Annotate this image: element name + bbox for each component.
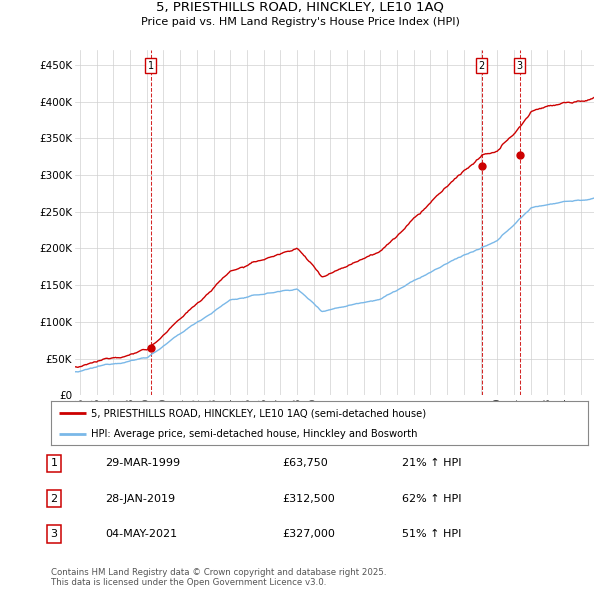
Text: 2: 2 (479, 61, 485, 70)
Text: HPI: Average price, semi-detached house, Hinckley and Bosworth: HPI: Average price, semi-detached house,… (91, 430, 418, 440)
Text: 1: 1 (148, 61, 154, 70)
Text: 3: 3 (50, 529, 58, 539)
Text: 62% ↑ HPI: 62% ↑ HPI (402, 494, 461, 503)
Text: £63,750: £63,750 (282, 458, 328, 468)
Text: 5, PRIESTHILLS ROAD, HINCKLEY, LE10 1AQ (semi-detached house): 5, PRIESTHILLS ROAD, HINCKLEY, LE10 1AQ … (91, 408, 427, 418)
Text: 1: 1 (50, 458, 58, 468)
Text: 5, PRIESTHILLS ROAD, HINCKLEY, LE10 1AQ: 5, PRIESTHILLS ROAD, HINCKLEY, LE10 1AQ (156, 1, 444, 14)
Text: 04-MAY-2021: 04-MAY-2021 (105, 529, 177, 539)
Text: 3: 3 (517, 61, 523, 70)
Text: 2: 2 (50, 494, 58, 503)
Text: Price paid vs. HM Land Registry's House Price Index (HPI): Price paid vs. HM Land Registry's House … (140, 17, 460, 27)
Text: Contains HM Land Registry data © Crown copyright and database right 2025.
This d: Contains HM Land Registry data © Crown c… (51, 568, 386, 587)
Text: 21% ↑ HPI: 21% ↑ HPI (402, 458, 461, 468)
Text: 28-JAN-2019: 28-JAN-2019 (105, 494, 175, 503)
Text: £327,000: £327,000 (282, 529, 335, 539)
Text: 29-MAR-1999: 29-MAR-1999 (105, 458, 180, 468)
Text: £312,500: £312,500 (282, 494, 335, 503)
Text: 51% ↑ HPI: 51% ↑ HPI (402, 529, 461, 539)
